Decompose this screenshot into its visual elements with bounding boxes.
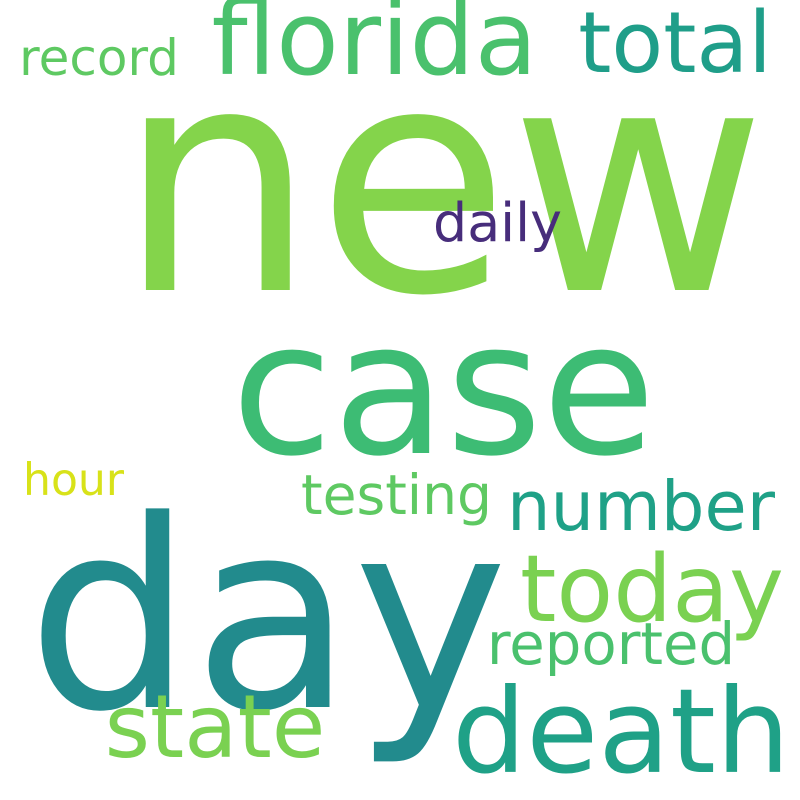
word-testing: testing	[300, 462, 493, 527]
word-florida: florida	[211, 0, 538, 99]
word-daily: daily	[433, 191, 562, 255]
word-death: death	[452, 662, 790, 800]
word-reported: reported	[486, 609, 736, 678]
word-record: record	[19, 28, 179, 87]
word-state: state	[104, 676, 326, 779]
word-new: new	[117, 0, 767, 366]
word-total: total	[578, 0, 772, 92]
word-case: case	[231, 281, 656, 497]
word-day: day	[27, 463, 508, 769]
word-today: today	[520, 534, 784, 643]
word-number: number	[507, 467, 775, 548]
word-hour: hour	[23, 454, 124, 506]
